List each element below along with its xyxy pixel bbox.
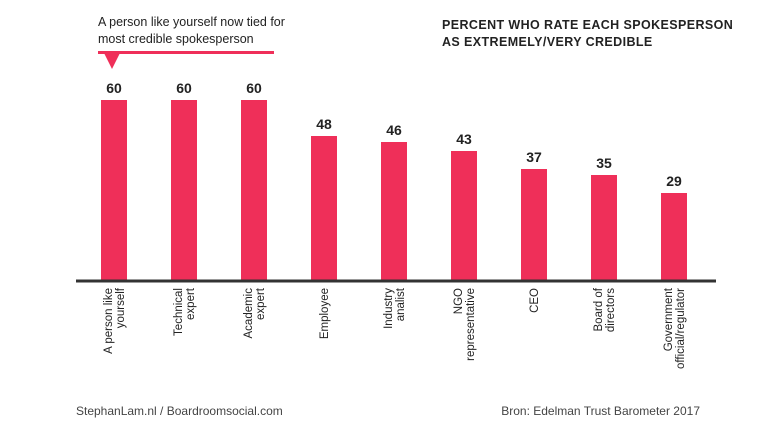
chart-title-line-2: AS EXTREMELY/VERY CREDIBLE <box>442 35 653 49</box>
category-label-line: directors <box>605 288 617 332</box>
category-label-line: expert <box>185 287 197 320</box>
category-label: Employee <box>319 288 331 339</box>
category-label: Board of directors <box>593 287 617 332</box>
bar <box>311 136 337 280</box>
bar-value-label: 35 <box>596 155 612 171</box>
bar <box>381 142 407 280</box>
category-label-line: CEO <box>529 288 541 313</box>
category-label-line: Industry <box>383 288 395 329</box>
bar-value-label: 60 <box>106 80 122 96</box>
category-label-line: Employee <box>319 288 331 339</box>
callout-annotation: A person like yourself now tied for most… <box>98 14 288 48</box>
bar <box>101 100 127 280</box>
bar-value-label: 60 <box>176 80 192 96</box>
bar-value-label: 37 <box>526 149 542 165</box>
callout-line-2: most credible spokesperson <box>98 32 254 46</box>
category-label-line: Technical <box>173 288 185 336</box>
category-label-line: Board of <box>593 287 605 331</box>
bar-value-label: 48 <box>316 116 332 132</box>
bar <box>171 100 197 280</box>
category-label-line: yourself <box>115 287 127 328</box>
category-label: Technical expert <box>173 287 197 336</box>
bar <box>521 169 547 280</box>
bar <box>451 151 477 280</box>
category-label-line: A person like <box>103 288 115 354</box>
bar-value-label: 43 <box>456 131 472 147</box>
category-label: Industry analist <box>383 287 407 329</box>
category-label-line: expert <box>255 287 267 320</box>
callout-line-1: A person like yourself now tied for <box>98 15 285 29</box>
bar <box>591 175 617 280</box>
bar-value-label: 46 <box>386 122 402 138</box>
category-label: CEO <box>529 288 541 313</box>
category-label-line: Government <box>663 287 675 351</box>
callout-arrow-icon <box>104 53 120 69</box>
bar <box>661 193 687 280</box>
footer-credit: StephanLam.nl / Boardroomsocial.com <box>76 404 283 418</box>
category-label-line: analist <box>395 287 407 321</box>
bar <box>241 100 267 280</box>
category-label-line: Academic <box>243 288 255 339</box>
category-label: Academic expert <box>243 287 267 338</box>
callout-underline <box>98 51 274 54</box>
chart-title-line-1: PERCENT WHO RATE EACH SPOKESPERSON <box>442 18 734 32</box>
bar-value-label: 29 <box>666 173 682 189</box>
category-label: Government official/regulator <box>663 287 687 369</box>
category-label-line: NGO <box>453 288 465 314</box>
category-label: NGO representative <box>453 288 477 361</box>
footer-source: Bron: Edelman Trust Barometer 2017 <box>501 404 700 418</box>
category-label-line: official/regulator <box>675 288 687 369</box>
bar-value-label: 60 <box>246 80 262 96</box>
category-label-line: representative <box>465 288 477 361</box>
chart-title: PERCENT WHO RATE EACH SPOKESPERSON AS EX… <box>442 17 742 51</box>
category-label: A person like yourself <box>103 287 127 354</box>
